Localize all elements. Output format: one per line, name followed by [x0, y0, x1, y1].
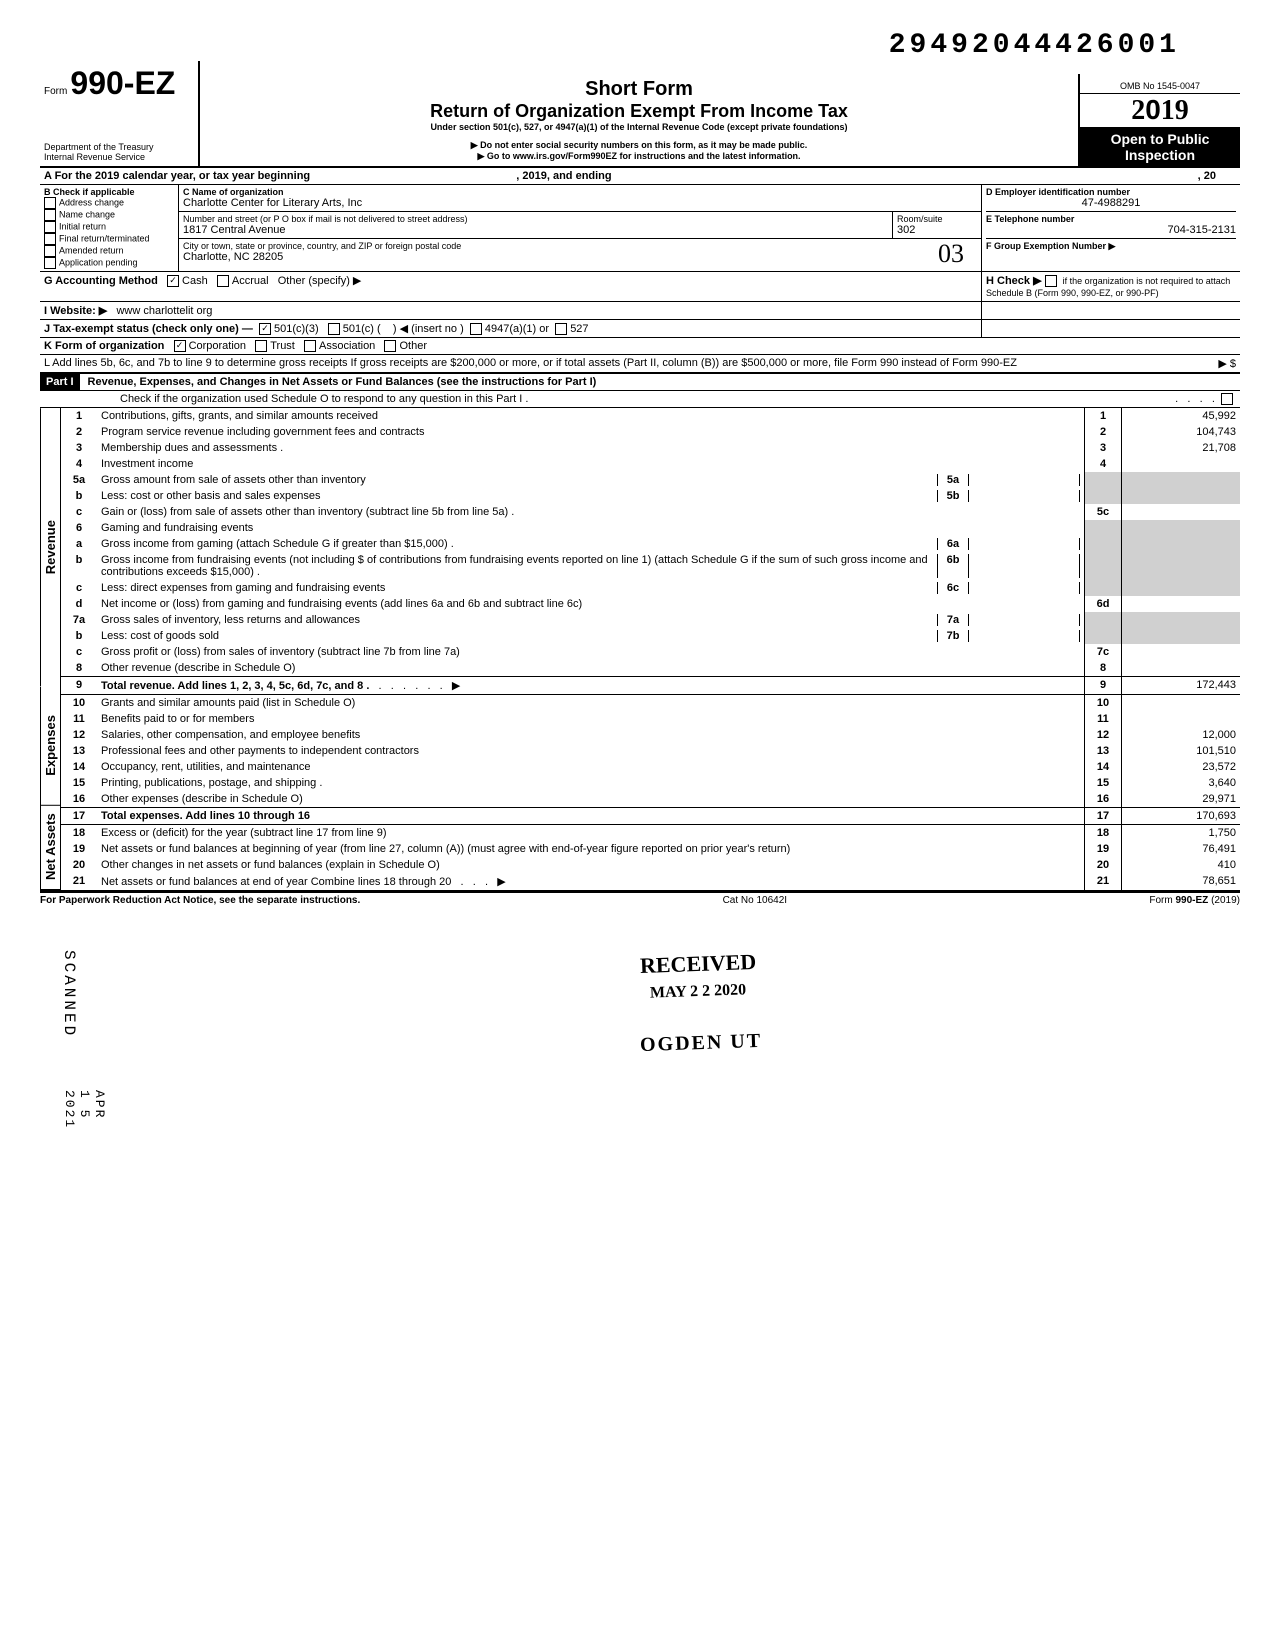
stamp-ogden: OGDEN UT: [640, 1028, 763, 1058]
city-label: City or town, state or province, country…: [183, 241, 917, 251]
part1-heading: Revenue, Expenses, and Changes in Net As…: [80, 376, 597, 388]
f-label: F Group Exemption Number ▶: [986, 241, 1236, 252]
cb-final-return[interactable]: [44, 233, 56, 245]
cb-accrual[interactable]: [217, 275, 229, 287]
cb-other[interactable]: [384, 340, 396, 352]
d-label: D Employer identification number: [986, 187, 1236, 197]
stamp-apr15: APR 1 5 2021: [62, 1090, 107, 1129]
website: www charlottelit org: [116, 305, 212, 317]
stamp-date: MAY 2 2 2020: [650, 980, 747, 1004]
open-to-public: Open to Public Inspection: [1080, 128, 1240, 166]
ein: 47-4988291: [986, 197, 1236, 209]
section-netassets: Net Assets: [40, 805, 60, 890]
cb-cash[interactable]: ✓: [167, 275, 179, 287]
room-label: Room/suite: [897, 214, 977, 224]
cb-app-pending[interactable]: [44, 257, 56, 269]
room: 302: [897, 224, 977, 236]
l-arrow: ▶ $: [1152, 355, 1240, 372]
tax-year: 20201919: [1080, 94, 1240, 128]
cb-501c3[interactable]: ✓: [259, 323, 271, 335]
cb-name-change[interactable]: [44, 209, 56, 221]
i-label: I Website: ▶: [44, 305, 107, 317]
stamp-scanned: SCANNED: [60, 950, 78, 1038]
ssn-warning: Do not enter social security numbers on …: [210, 140, 1068, 151]
footer: For Paperwork Reduction Act Notice, see …: [40, 892, 1240, 906]
pra-notice: For Paperwork Reduction Act Notice, see …: [40, 895, 360, 906]
city: Charlotte, NC 28205: [183, 251, 917, 263]
cb-schedule-o[interactable]: [1221, 393, 1233, 405]
dept-treasury: Department of the Treasury: [44, 142, 194, 152]
form-header: Form 990-EZ Department of the Treasury I…: [40, 61, 1240, 168]
form-ref: Form 990-EZ (2019): [1149, 895, 1240, 906]
cb-h[interactable]: [1045, 275, 1057, 287]
omb-no: OMB No 1545-0047: [1080, 79, 1240, 94]
lines-table: 1Contributions, gifts, grants, and simil…: [61, 408, 1240, 890]
h-label: H Check ▶: [986, 275, 1042, 287]
section-expenses: Expenses: [40, 687, 60, 806]
street: 1817 Central Avenue: [183, 224, 888, 236]
part1-label: Part I: [40, 374, 80, 390]
cb-4947[interactable]: [470, 323, 482, 335]
phone: 704-315-2131: [986, 224, 1236, 236]
k-label: K Form of organization: [44, 340, 164, 352]
part1-check: Check if the organization used Schedule …: [40, 391, 1240, 407]
cb-address-change[interactable]: [44, 197, 56, 209]
cb-corp[interactable]: ✓: [174, 340, 186, 352]
line-a: A For the 2019 calendar year, or tax yea…: [40, 168, 1240, 184]
cb-amended[interactable]: [44, 245, 56, 257]
form-prefix: Form: [44, 86, 67, 97]
goto-link: Go to www.irs.gov/Form990EZ for instruct…: [210, 151, 1068, 162]
stamp-received: RECEIVED: [640, 948, 757, 981]
section-b: B Check if applicable Address change Nam…: [40, 185, 179, 271]
org-name: Charlotte Center for Literary Arts, Inc: [183, 197, 977, 209]
j-label: J Tax-exempt status (check only one) —: [44, 323, 253, 335]
subtitle: Under section 501(c), 527, or 4947(a)(1)…: [210, 122, 1068, 132]
cb-assoc[interactable]: [304, 340, 316, 352]
handwritten-03: 03: [921, 239, 981, 269]
section-revenue: Revenue: [40, 408, 60, 686]
e-label: E Telephone number: [986, 214, 1236, 224]
dln-number: 29492044426001: [40, 30, 1180, 61]
street-label: Number and street (or P O box if mail is…: [183, 214, 888, 224]
short-form-title: Short Form: [210, 78, 1068, 101]
cb-527[interactable]: [555, 323, 567, 335]
catalog-no: Cat No 10642I: [723, 895, 788, 906]
form-number: 990-EZ: [70, 65, 175, 101]
irs: Internal Revenue Service: [44, 152, 194, 162]
g-label: G Accounting Method: [44, 275, 158, 287]
return-title: Return of Organization Exempt From Incom…: [210, 101, 1068, 122]
cb-initial-return[interactable]: [44, 221, 56, 233]
cb-trust[interactable]: [255, 340, 267, 352]
cb-501c[interactable]: [328, 323, 340, 335]
line-l: L Add lines 5b, 6c, and 7b to line 9 to …: [40, 355, 1152, 372]
c-label: C Name of organization: [183, 187, 977, 197]
